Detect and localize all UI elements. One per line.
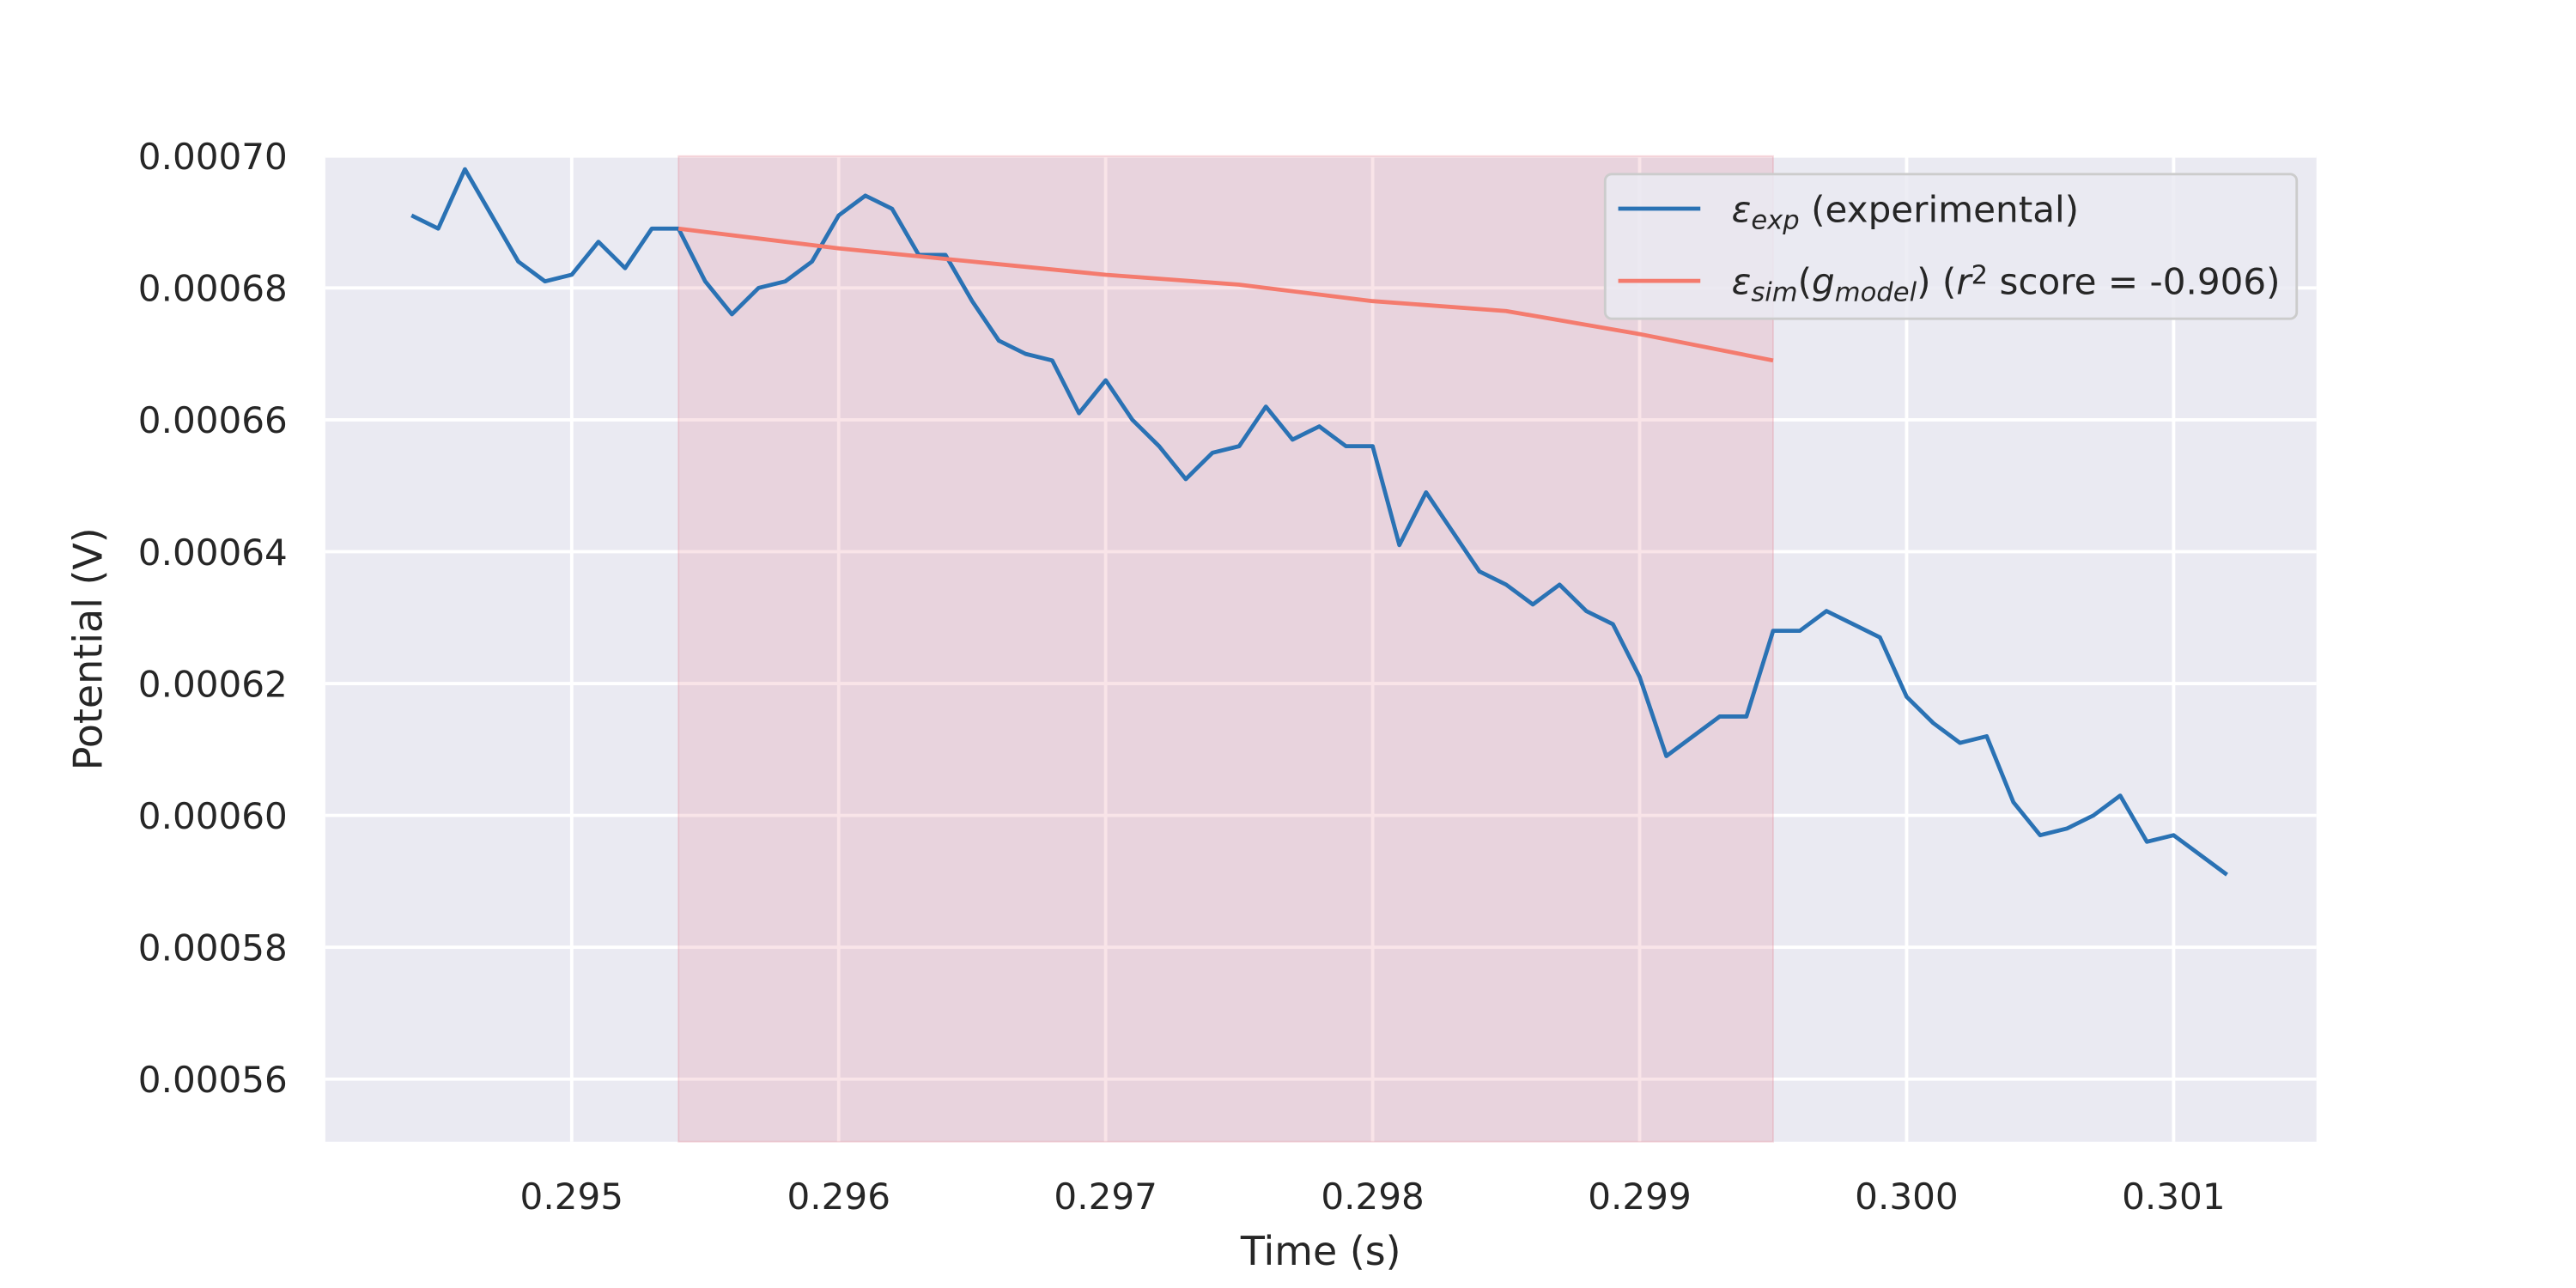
series-line: [410, 167, 2228, 877]
legend-label-part: ) (: [1917, 260, 1956, 302]
y-tick-label: 0.00056: [138, 1059, 288, 1101]
series-line: [677, 226, 1774, 363]
y-tick-label: 0.00058: [138, 927, 288, 969]
x-tick-label: 0.299: [1588, 1176, 1691, 1218]
legend-label-part: sim: [1751, 277, 1797, 307]
x-axis-label: Time (s): [1240, 1228, 1401, 1274]
plot-background: [325, 155, 2317, 1142]
y-tick-label: 0.00064: [138, 532, 288, 574]
y-tick-label: 0.00070: [138, 136, 288, 178]
legend-label-part: (experimental): [1800, 188, 2079, 230]
legend-label-part: score = -0.906): [1988, 260, 2281, 302]
y-tick-label: 0.00068: [138, 268, 288, 310]
legend-label: εexp (experimental): [1732, 188, 2080, 235]
y-tick-label: 0.00066: [138, 399, 288, 441]
legend-label-part: ε: [1732, 188, 1752, 230]
y-tick-label: 0.00060: [138, 795, 288, 837]
x-tick-label: 0.300: [1855, 1176, 1958, 1218]
x-tick-label: 0.297: [1054, 1176, 1157, 1218]
legend-label: εsim(gmodel) (r2 score = -0.906): [1732, 260, 2281, 307]
x-tick-label: 0.295: [520, 1176, 623, 1218]
x-tick-label: 0.298: [1321, 1176, 1424, 1218]
highlight-span: [677, 155, 1774, 1143]
legend-label-part: g: [1812, 260, 1835, 302]
legend: εexp (experimental)εsim(gmodel) (r2 scor…: [1603, 173, 2299, 320]
span-layer: [677, 155, 1774, 1143]
legend-label-part: model: [1835, 277, 1917, 307]
legend-label-part: 2: [1971, 260, 1988, 290]
legend-label-part: exp: [1751, 205, 1799, 235]
grid: [325, 154, 2317, 1142]
y-tick-label: 0.00062: [138, 663, 288, 705]
x-tick-label: 0.301: [2122, 1176, 2225, 1218]
y-axis-label: Potential (V): [65, 527, 112, 770]
x-tick-label: 0.296: [787, 1176, 890, 1218]
ticks: 0.00056 0.00058 0.00060 0.00062 0.00064 0.000…: [138, 136, 2226, 1218]
legend-box: [1603, 173, 2299, 320]
legend-label-part: (: [1798, 260, 1812, 302]
legend-label-part: ε: [1732, 260, 1752, 302]
legend-label-part: r: [1956, 260, 1973, 302]
lines: [410, 167, 2228, 877]
